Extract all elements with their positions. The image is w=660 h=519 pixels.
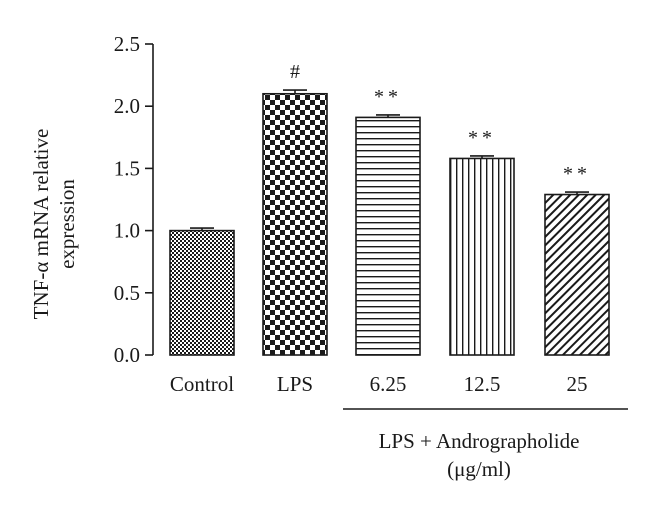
group-label-line-1: LPS + Andrographolide [379,429,580,453]
x-tick-label: Control [170,372,234,396]
y-tick-label: 2.0 [114,94,140,118]
group-label-line-2: (μg/ml) [447,457,511,481]
y-tick-label: 1.0 [114,219,140,243]
bar-6-25 [355,116,421,356]
y-tick-label: 0.0 [114,343,140,367]
significance-marker: ** [374,86,402,108]
y-axis-label: TNF-α mRNA relative expression [29,129,79,320]
y-tick-label: 1.5 [114,156,140,180]
x-tick-label: 12.5 [464,372,501,396]
x-tick-label: LPS [277,372,313,396]
significance-marker: # [290,61,300,83]
bar-lps [262,92,328,356]
bar-25 [544,193,610,356]
y-tick-label: 0.5 [114,281,140,305]
y-axis-label-line-1: TNF-α mRNA relative [29,129,53,320]
y-axis-label-line-2: expression [55,179,79,269]
bar-control [169,229,235,356]
bar-12-5 [449,157,515,356]
y-tick-label: 2.5 [114,32,140,56]
significance-marker: ** [468,127,496,149]
x-tick-label: 6.25 [370,372,407,396]
plot-area: 0.0 0.5 1.0 1.5 2.0 2.5 Control # LPS ** 6.25 ** 12.… [114,32,610,396]
x-tick-label: 25 [567,372,588,396]
significance-marker: ** [563,163,591,185]
